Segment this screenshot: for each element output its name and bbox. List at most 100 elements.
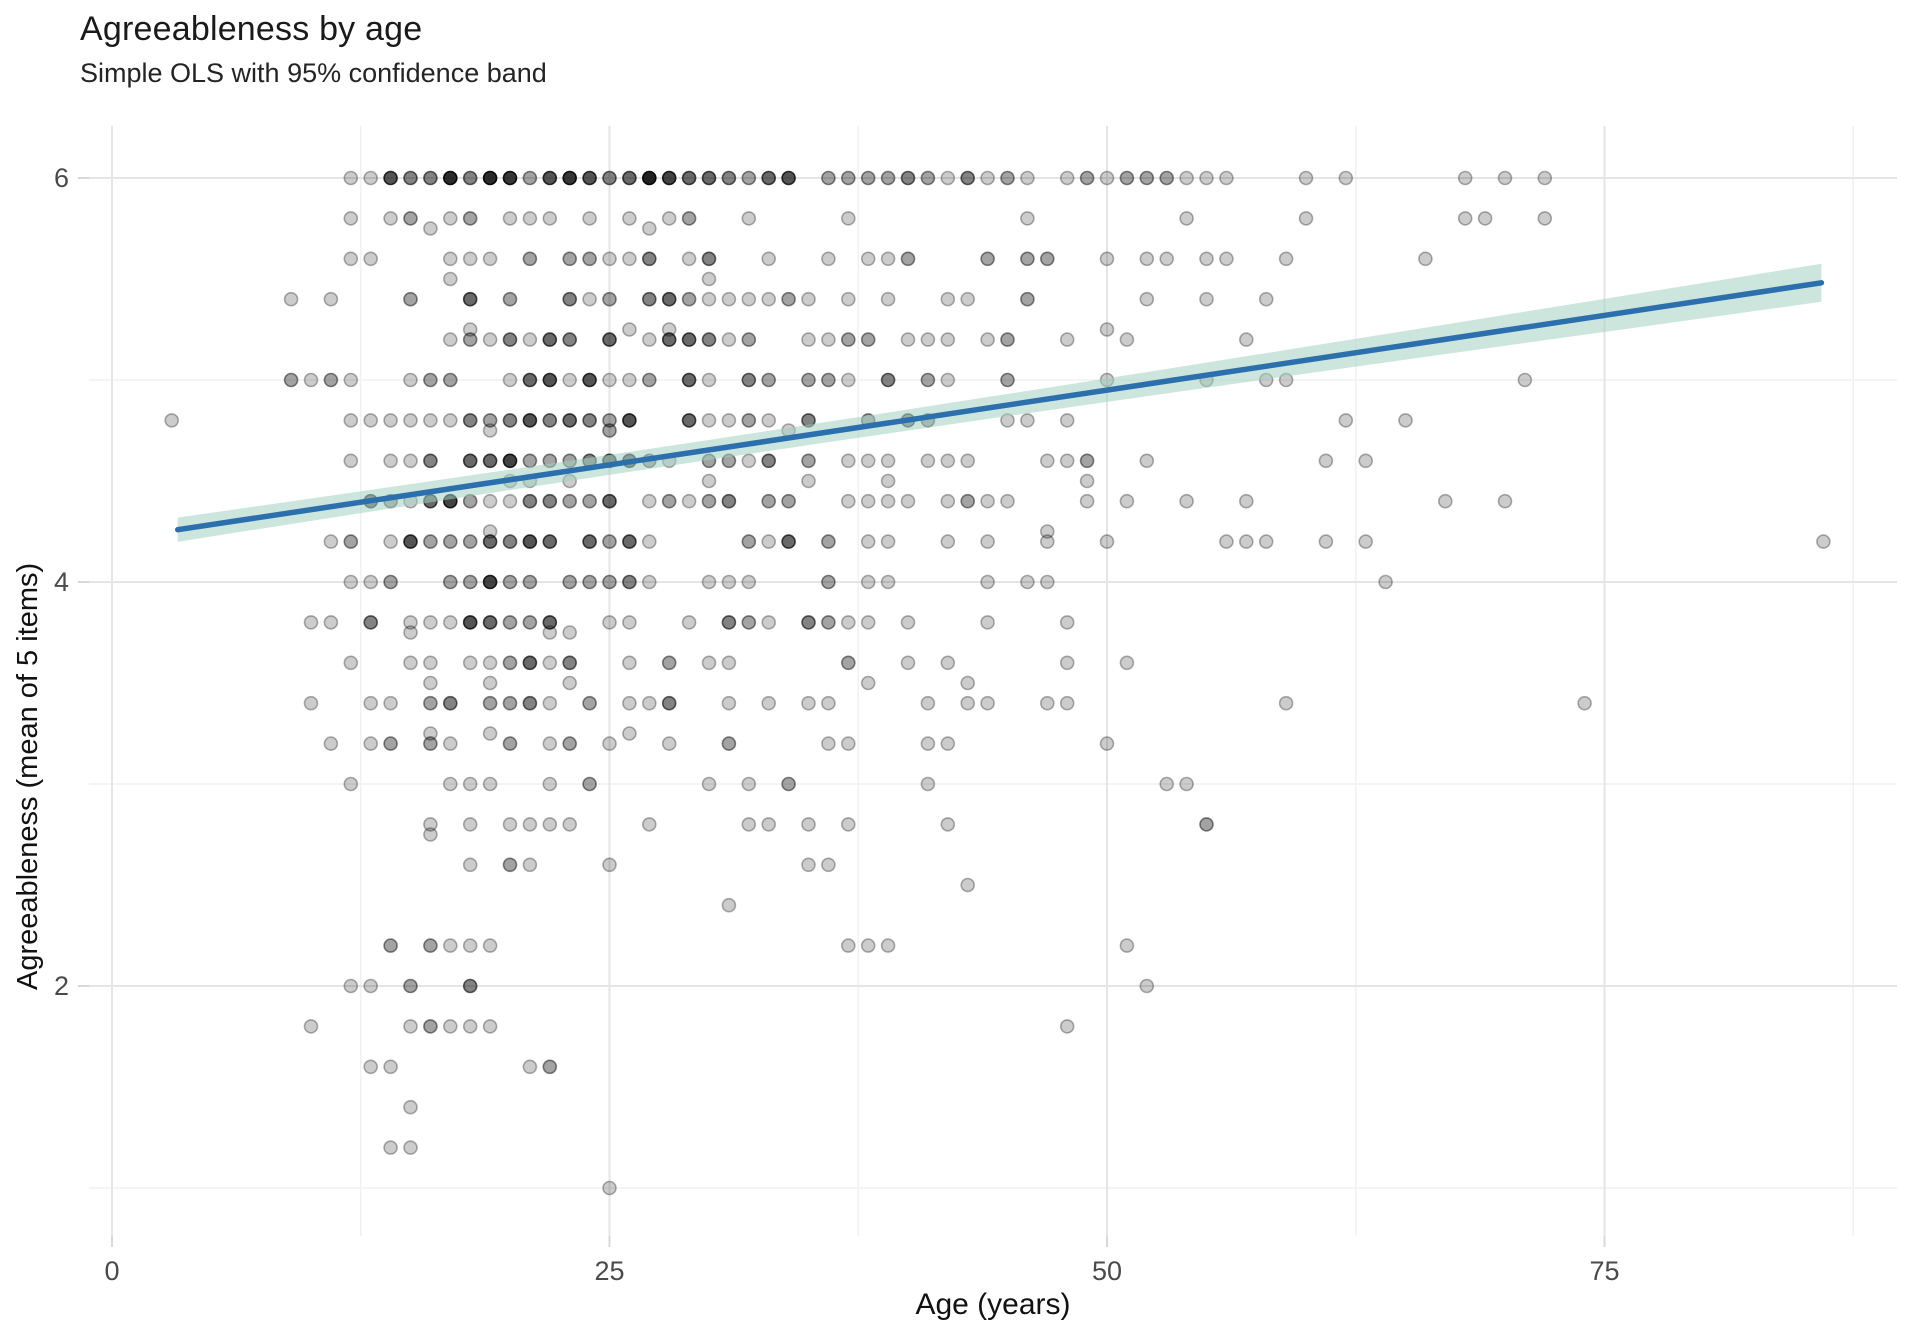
scatter-point <box>980 170 995 186</box>
scatter-point <box>442 211 458 226</box>
scatter-point <box>761 251 777 267</box>
scatter-point <box>1179 776 1194 792</box>
scatter-point <box>900 493 916 509</box>
scatter-point <box>1358 453 1373 469</box>
scatter-point <box>721 413 737 428</box>
scatter-point <box>1119 170 1135 186</box>
scatter-point <box>741 574 757 590</box>
scatter-point <box>1179 211 1194 226</box>
scatter-point <box>1059 615 1075 630</box>
scatter-point <box>542 615 558 630</box>
scatter-point <box>622 251 637 267</box>
scatter-point <box>522 453 538 469</box>
scatter-point <box>860 615 876 630</box>
scatter-point <box>1159 776 1174 792</box>
scatter-point <box>383 170 398 186</box>
scatter-point <box>641 221 657 236</box>
scatter-point <box>781 291 796 307</box>
scatter-point <box>940 332 956 347</box>
scatter-point <box>1457 211 1473 226</box>
scatter-point <box>1059 655 1075 671</box>
scatter-point <box>582 291 597 307</box>
scatter-point <box>343 978 359 994</box>
scatter-point <box>840 938 856 953</box>
scatter-point <box>701 170 717 186</box>
scatter-point <box>1099 170 1115 186</box>
scatter-point <box>622 170 637 186</box>
scatter-point <box>681 170 697 186</box>
scatter-point <box>1000 170 1015 186</box>
scatter-point <box>403 1099 418 1115</box>
scatter-point <box>602 291 617 307</box>
scatter-point <box>622 655 637 671</box>
scatter-point <box>482 453 498 469</box>
scatter-point <box>940 372 956 388</box>
scatter-point <box>821 695 836 711</box>
regression-line <box>174 280 1825 533</box>
scatter-point <box>462 776 478 792</box>
scatter-point <box>423 372 438 388</box>
scatter-point <box>482 938 498 953</box>
scatter-point <box>1159 251 1174 267</box>
scatter-point <box>303 615 319 630</box>
scatter-point <box>801 332 816 347</box>
scatter-point <box>880 170 896 186</box>
scatter-point <box>383 1059 398 1075</box>
scatter-point <box>960 170 976 186</box>
scatter-point <box>423 695 438 711</box>
scatter-point <box>641 493 657 509</box>
scatter-point <box>1358 534 1373 549</box>
scatter-point <box>482 726 498 741</box>
scatter-point <box>462 655 478 671</box>
scatter-point <box>423 827 438 842</box>
scatter-point <box>602 736 617 751</box>
scatter-point <box>1020 574 1035 590</box>
scatter-point <box>781 534 796 549</box>
scatter-point <box>482 1019 498 1034</box>
scatter-point <box>602 170 617 186</box>
scatter-point <box>363 1059 379 1075</box>
scatter-point <box>1000 493 1015 509</box>
scatter-point <box>900 170 916 186</box>
scatter-point <box>641 695 657 711</box>
scatter-point <box>840 817 856 832</box>
scatter-point <box>1537 170 1553 186</box>
scatter-point <box>1119 493 1135 509</box>
scatter-point <box>383 1140 398 1155</box>
scatter-point <box>701 473 717 489</box>
scatter-point <box>1040 574 1055 590</box>
scatter-point <box>641 574 657 590</box>
scatter-point <box>1040 251 1055 267</box>
scatter-point <box>423 221 438 236</box>
scatter-point <box>383 534 398 549</box>
scatter-point <box>920 453 936 469</box>
scatter-point <box>423 1019 438 1034</box>
scatter-point <box>442 574 458 590</box>
scatter-point <box>423 726 438 741</box>
scatter-point <box>880 251 896 267</box>
scatter-point <box>462 413 478 428</box>
scatter-point <box>542 625 558 640</box>
scatter-point <box>542 332 558 347</box>
scatter-point <box>462 978 478 994</box>
scatter-point <box>721 332 737 347</box>
scatter-point <box>721 170 737 186</box>
scatter-point <box>442 615 458 630</box>
scatter-point <box>661 170 677 186</box>
scatter-point <box>920 695 936 711</box>
scatter-point <box>960 675 976 691</box>
scatter-point <box>423 938 438 953</box>
x-tick-label: 25 <box>594 1256 624 1286</box>
scatter-point <box>542 776 558 792</box>
scatter-point <box>602 493 617 509</box>
scatter-point <box>701 291 717 307</box>
scatter-point <box>1020 291 1035 307</box>
scatter-point <box>741 211 757 226</box>
scatter-point <box>1378 574 1393 590</box>
scatter-point <box>821 372 836 388</box>
scatter-point <box>323 736 339 751</box>
scatter-point <box>980 695 995 711</box>
scatter-point <box>502 332 518 347</box>
scatter-point <box>522 857 538 873</box>
